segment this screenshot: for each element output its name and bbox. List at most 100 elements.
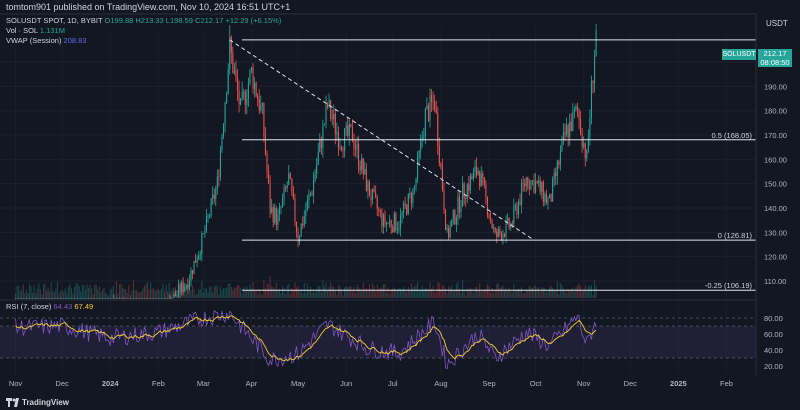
volume-bar [409,290,411,298]
candle-body [373,189,375,193]
candle-body [454,210,456,225]
volume-bar [58,293,60,298]
candle-body [406,204,408,215]
volume-bar [229,283,231,298]
volume-bar [548,287,551,298]
candle-body [77,298,79,299]
candle-body [47,298,49,299]
volume-bar [493,293,495,298]
volume-bar [531,287,534,298]
candle-body [226,93,228,103]
candle-body [485,184,487,197]
volume-bar [61,290,63,298]
volume-bar [421,286,423,298]
price-tick-label: 160.00 [764,155,787,164]
volume-bar [413,286,416,298]
volume-bar [112,285,114,298]
candle-body [525,177,527,187]
candle-body [555,172,557,177]
candle-body [182,282,184,292]
candle-body [46,298,48,299]
volume-bar [300,289,302,298]
candle-body [229,37,231,70]
price-chart[interactable]: 0.5 (168.05) 0 (126.81) -0.25 (106.19) 110… [0,0,800,395]
volume-bar [139,292,141,298]
volume-bar [47,287,49,298]
volume-bar [103,288,105,298]
candle-body [49,298,51,299]
volume-bar [496,284,498,298]
volume-bar [406,292,408,298]
candle-body [53,298,55,299]
candle-body [146,298,149,299]
candle-body [365,168,367,191]
volume-bar [525,289,527,298]
volume-bar [527,290,529,298]
candle-body [576,106,579,110]
volume-bar [376,284,378,298]
candle-body [431,95,433,102]
time-tick-label: Dec [55,379,69,388]
volume-bar [18,285,20,298]
candle-body [44,298,46,299]
rsi-band [0,326,756,358]
candle-body [264,136,266,155]
volume-bar [136,290,138,298]
volume-bar [120,284,122,298]
volume-bar [165,285,167,298]
volume-bar [77,284,79,298]
candle-body [167,298,169,299]
rsi-tick-label: 60.00 [764,330,783,339]
candle-body [306,200,308,211]
candle-body [472,171,475,180]
volume-bar [519,288,521,298]
candle-body [61,298,63,299]
volume-bar [431,288,433,298]
candle-body [493,227,495,229]
volume-bar [375,291,377,298]
candle-body [578,109,580,120]
volume-bar [27,293,29,298]
volume-bar [541,287,543,298]
rsi-tick-label: 80.00 [764,314,783,323]
volume-bar [353,286,355,298]
volume-bar [188,285,190,298]
candle-body [550,194,552,202]
candle-body [503,233,506,237]
volume-bar [230,286,232,298]
volume-bar [159,290,161,298]
volume-bar [78,286,80,298]
volume-bar [443,285,445,298]
candle-body [469,176,471,191]
candle-body [535,181,537,193]
candle-body [552,179,554,202]
candle-body [457,196,459,218]
volume-bar [199,288,201,298]
candle-body [399,215,402,229]
candle-body [426,105,428,110]
volume-bar [292,290,294,298]
volume-bar [123,289,125,298]
last-price-value: 212.17 [763,49,787,58]
volume-bar [50,282,52,298]
candle-body [507,218,509,221]
volume-bar [305,292,307,298]
candle-body [213,194,215,199]
volume-bar [213,286,215,298]
candle-body [396,228,398,231]
volume-bar [333,286,335,298]
candle-body [181,282,183,294]
volume-bar [344,287,346,298]
candle-body [112,298,114,299]
volume-bar [150,282,152,298]
candle-body [432,101,434,103]
time-tick-label: Nov [577,379,591,388]
volume-bar [193,288,195,298]
candle-body [434,101,436,110]
candle-body [331,118,333,120]
volume-bar [553,290,555,298]
candle-body [320,139,322,148]
candle-body [424,109,426,137]
volume-bar [258,289,260,298]
volume-bar [505,287,507,298]
